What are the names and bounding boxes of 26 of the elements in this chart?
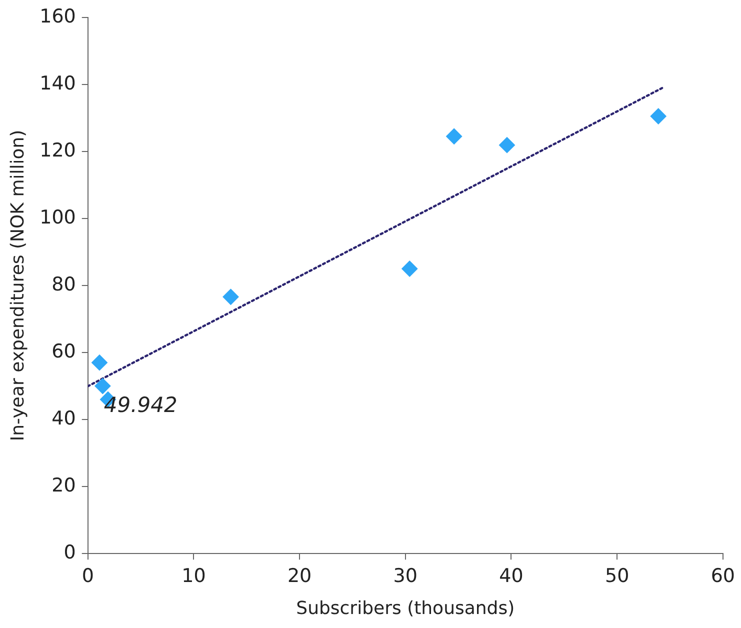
- point: [650, 108, 666, 124]
- y-tick-label: 140: [40, 72, 76, 94]
- x-tick-label: 0: [82, 564, 94, 587]
- x-axis-title: Subscribers (thousands): [296, 598, 515, 619]
- point: [446, 128, 462, 144]
- x-tick-label: 60: [710, 564, 736, 587]
- y-tick-label: 80: [52, 273, 76, 296]
- x-tick-label: 10: [182, 564, 206, 587]
- point: [402, 260, 418, 277]
- point: [94, 378, 111, 394]
- x-tick-label: 50: [604, 564, 630, 587]
- x-tick-label: 40: [499, 564, 524, 587]
- y-tick-label: 160: [40, 5, 76, 28]
- y-tick-label: 60: [52, 340, 76, 362]
- y-tick-label: 120: [40, 139, 76, 162]
- y-tick-label: 20: [52, 474, 76, 497]
- x-tick-label: 20: [287, 564, 312, 587]
- annotation: 49.942: [104, 393, 178, 418]
- y-tick-label: 40: [52, 407, 76, 430]
- point: [222, 288, 239, 305]
- y-tick-label: 100: [40, 206, 76, 228]
- y-axis-title: In-year expenditures (NOK million): [7, 130, 28, 442]
- point: [498, 137, 515, 154]
- x-tick-label: 30: [393, 564, 418, 587]
- point: [92, 354, 108, 371]
- y-tick-label: 0: [64, 542, 76, 564]
